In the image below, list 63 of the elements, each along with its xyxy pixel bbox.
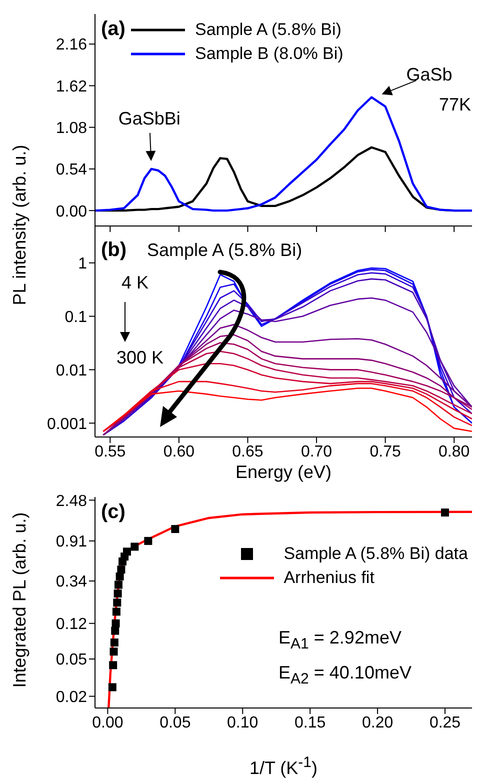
legend-label: Arrhenius fit xyxy=(284,568,374,588)
point xyxy=(117,566,126,574)
y-tick-label: 0.12 xyxy=(56,616,88,634)
y-tick-label: 1 xyxy=(78,256,88,273)
x-tick-label: 0.00 xyxy=(92,714,124,732)
y-tick-label: 0.001 xyxy=(46,416,88,433)
chart-title: (a) xyxy=(101,18,126,41)
x-tick-label: 0.10 xyxy=(227,714,258,732)
x-tick-label: 0.65 xyxy=(232,443,264,460)
y-tick-label: 2.48 xyxy=(56,492,88,510)
x-tick-label: 0.75 xyxy=(370,443,401,460)
point xyxy=(114,590,122,598)
x-axis-title: 1/T (K$^{-1}$) xyxy=(249,754,318,779)
y-tick-label: 0.00 xyxy=(56,203,88,220)
point xyxy=(112,619,120,628)
point xyxy=(144,536,152,545)
point xyxy=(111,626,120,635)
annotation: GaSb xyxy=(406,64,452,86)
annotation: GaSbBi xyxy=(118,108,180,130)
y-axis-title: PL intensity (arb. u.) xyxy=(10,144,30,306)
point xyxy=(122,548,131,556)
point xyxy=(112,608,120,616)
x-tick-label: 0.20 xyxy=(362,714,394,732)
point xyxy=(110,648,118,656)
annotation: E$_{A2}$ = 40.10meV xyxy=(278,662,412,688)
y-tick-label: 0.02 xyxy=(56,688,88,706)
point xyxy=(171,525,180,534)
y-tick-label: 1.08 xyxy=(56,120,88,138)
legend-label: Sample B (8.0% Bi) xyxy=(195,44,344,64)
line-series xyxy=(95,96,472,212)
x-tick-label: 0.70 xyxy=(300,443,332,460)
x-tick-label: 0.60 xyxy=(163,443,195,460)
annotation: 300 K xyxy=(116,348,164,368)
y-tick-label: 0.1 xyxy=(64,308,88,326)
text: Sample A (5.8% Bi) xyxy=(147,240,302,261)
annotation: 4 K xyxy=(121,272,149,294)
annotation: 77K xyxy=(438,94,472,116)
y-tick-label: 2.16 xyxy=(56,36,88,54)
y-tick-label: 0.54 xyxy=(56,162,88,179)
annotation: E$_{A1}$ = 2.92meV xyxy=(278,628,402,652)
point xyxy=(109,661,118,670)
legend-label: Sample A (5.8% Bi) data xyxy=(284,544,468,564)
legend-label: Sample A (5.8% Bi) xyxy=(195,20,342,40)
y-tick-label: 0.01 xyxy=(56,362,88,380)
x-tick-label: 0.05 xyxy=(160,714,191,732)
y-tick-label: 1.62 xyxy=(56,78,88,96)
text: (b) xyxy=(101,239,127,262)
chart-title: (c) xyxy=(101,501,126,524)
y-tick-label: 0.34 xyxy=(56,574,88,591)
x-axis-title: Energy (eV) xyxy=(235,462,332,483)
y-tick-label: 0.91 xyxy=(56,534,88,551)
point xyxy=(441,508,450,517)
point xyxy=(108,683,116,692)
point xyxy=(114,580,122,589)
y-axis-title: Integrated PL (arb. u.) xyxy=(10,512,30,688)
x-tick-label: 0.25 xyxy=(429,714,461,732)
x-tick-label: 0.15 xyxy=(294,714,326,732)
point xyxy=(110,638,118,647)
x-tick-label: 0.55 xyxy=(94,443,126,460)
x-tick-label: 0.80 xyxy=(438,443,470,460)
y-tick-label: 0.05 xyxy=(56,652,88,669)
point xyxy=(113,598,122,607)
point xyxy=(130,542,139,551)
